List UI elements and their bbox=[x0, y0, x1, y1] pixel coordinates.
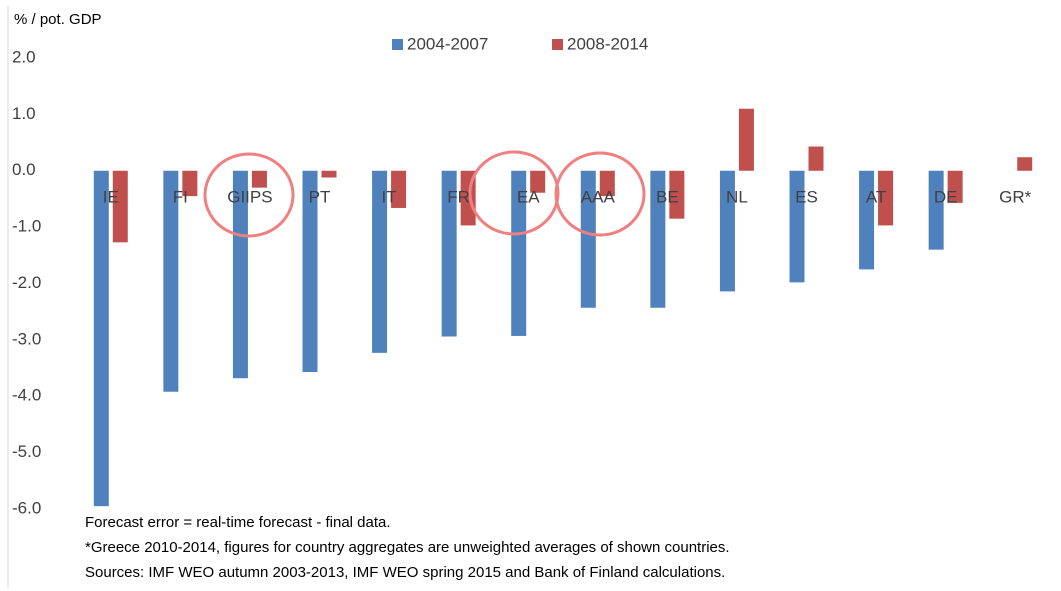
x-tick-label: DE bbox=[934, 187, 958, 206]
y-tick-label: -4.0 bbox=[12, 386, 41, 405]
highlight-circle bbox=[554, 151, 646, 237]
x-tick-label: AAA bbox=[581, 187, 616, 206]
footnote: Sources: IMF WEO autumn 2003-2013, IMF W… bbox=[85, 564, 725, 581]
x-tick-label: FR bbox=[447, 187, 470, 206]
footnote: *Greece 2010-2014, figures for country a… bbox=[85, 539, 730, 556]
bar bbox=[789, 170, 805, 283]
y-tick-label: -2.0 bbox=[12, 273, 41, 292]
bar bbox=[112, 170, 128, 243]
bar bbox=[302, 170, 318, 373]
bar bbox=[163, 170, 179, 392]
x-tick-label: BE bbox=[656, 187, 679, 206]
bar bbox=[947, 170, 963, 203]
legend-label: 2004-2007 bbox=[407, 34, 488, 53]
bar bbox=[511, 170, 527, 336]
bar bbox=[650, 170, 666, 308]
y-axis-title: % / pot. GDP bbox=[14, 11, 102, 28]
legend-swatch bbox=[552, 39, 563, 50]
footnote: Forecast error = real-time forecast - fi… bbox=[85, 514, 391, 531]
bar bbox=[808, 146, 824, 171]
x-tick-label: IE bbox=[103, 187, 119, 206]
y-tick-label: -6.0 bbox=[12, 498, 41, 517]
y-tick-label: 2.0 bbox=[12, 47, 36, 66]
y-tick-label: 1.0 bbox=[12, 104, 36, 123]
bar bbox=[580, 170, 596, 308]
x-tick-label: GR* bbox=[999, 187, 1032, 206]
y-tick-label: -5.0 bbox=[12, 442, 41, 461]
bar bbox=[928, 170, 944, 250]
bar bbox=[530, 170, 546, 193]
bar bbox=[1017, 157, 1033, 171]
x-tick-label: NL bbox=[726, 187, 748, 206]
legend-swatch bbox=[392, 39, 403, 50]
bar bbox=[182, 170, 198, 197]
bar bbox=[878, 170, 894, 226]
bar bbox=[859, 170, 875, 270]
bar bbox=[372, 170, 388, 353]
bar bbox=[391, 170, 407, 208]
bar bbox=[738, 108, 754, 171]
bar bbox=[232, 170, 248, 379]
bar bbox=[251, 170, 267, 188]
bar bbox=[93, 170, 109, 507]
x-tick-label: IT bbox=[382, 187, 397, 206]
y-tick-label: -3.0 bbox=[12, 329, 41, 348]
x-tick-label: ES bbox=[795, 187, 818, 206]
x-tick-label: FI bbox=[173, 187, 188, 206]
x-tick-label: GIIPS bbox=[227, 187, 272, 206]
x-tick-label: PT bbox=[309, 187, 331, 206]
x-tick-label: AT bbox=[866, 187, 886, 206]
y-tick-label: -1.0 bbox=[12, 217, 41, 236]
highlight-circle bbox=[203, 152, 295, 238]
bar bbox=[599, 170, 615, 197]
bar bbox=[669, 170, 685, 219]
bar bbox=[719, 170, 735, 292]
highlight-circle bbox=[468, 150, 560, 236]
y-tick-label: 0.0 bbox=[12, 160, 36, 179]
bar bbox=[441, 170, 457, 337]
legend-label: 2008-2014 bbox=[567, 34, 648, 53]
bar bbox=[321, 170, 337, 178]
x-tick-label: EA bbox=[517, 187, 540, 206]
